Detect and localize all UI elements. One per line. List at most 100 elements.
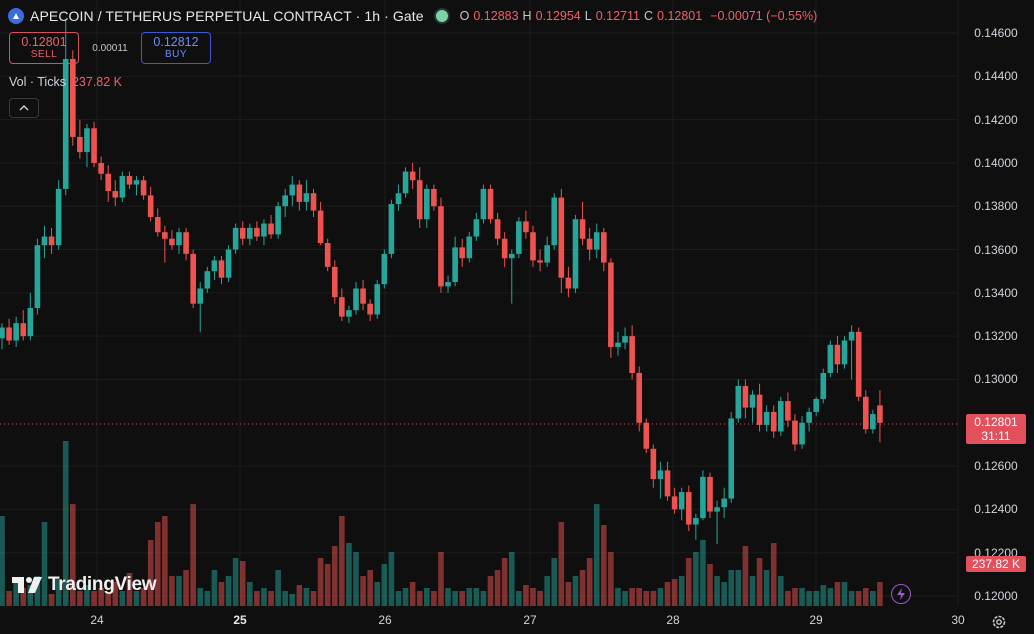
- candle-body: [487, 188, 494, 220]
- bolt-icon[interactable]: [891, 584, 911, 604]
- volume-bar: [707, 564, 713, 606]
- candle-body: [650, 448, 657, 480]
- volume-bar: [508, 552, 515, 606]
- candle-body: [572, 219, 579, 289]
- candle-body: [685, 492, 692, 525]
- volume-bar: [275, 570, 281, 606]
- volume-bar: [671, 579, 678, 606]
- candle-body: [353, 288, 359, 311]
- volume-bar: [34, 576, 41, 606]
- candle-body: [254, 227, 260, 237]
- candle-body: [459, 247, 465, 259]
- candle-body: [770, 411, 777, 432]
- volume-bar: [749, 576, 756, 606]
- candle-body: [664, 470, 671, 497]
- candle-body: [41, 236, 48, 246]
- volume-bar: [303, 588, 310, 606]
- price-axis-label: 0.14400: [974, 69, 1018, 84]
- candle-body: [147, 195, 154, 218]
- candle-body: [62, 58, 69, 189]
- volume-bar: [558, 522, 565, 606]
- candle-body: [608, 262, 614, 347]
- volume-bar: [841, 582, 848, 606]
- volume-bar: [693, 552, 699, 606]
- volume-bar: [169, 576, 175, 606]
- candle-body: [70, 58, 76, 137]
- spread-value: 0.00011: [92, 42, 128, 54]
- volume-bar: [140, 588, 147, 606]
- candle-body: [813, 398, 819, 412]
- candle-body: [678, 492, 685, 510]
- volume-bar: [735, 570, 742, 606]
- candle-body: [643, 422, 650, 449]
- candle-body: [91, 128, 97, 163]
- candle-body: [700, 476, 706, 519]
- tradingview-logo[interactable]: TradingView: [12, 574, 157, 596]
- candle-body: [756, 394, 763, 425]
- tradingview-logo-icon: [12, 577, 42, 593]
- symbol-title[interactable]: APECOIN / TETHERUS PERPETUAL CONTRACT · …: [30, 8, 424, 24]
- volume-bar: [204, 591, 211, 606]
- volume-bar: [756, 558, 763, 606]
- candle-body: [34, 245, 41, 309]
- candle-body: [409, 171, 416, 181]
- candle-body: [855, 331, 862, 397]
- volume-bar: [268, 591, 274, 606]
- candle-body: [0, 327, 5, 339]
- time-axis-label: 25: [233, 613, 247, 627]
- volume-bar: [763, 570, 770, 606]
- gear-icon[interactable]: [991, 614, 1007, 630]
- candles: [0, 20, 883, 545]
- chart-grid: [0, 0, 959, 606]
- volume-bar: [445, 588, 451, 606]
- candle-body: [48, 236, 55, 246]
- volume-bar: [162, 516, 168, 606]
- candle-body: [728, 418, 735, 499]
- candle-body: [239, 227, 246, 239]
- volume-bar: [608, 552, 614, 606]
- volume-bar: [650, 591, 657, 606]
- candle-body: [501, 238, 508, 259]
- volume-bar: [657, 588, 664, 606]
- candle-body: [615, 342, 621, 347]
- volume-bar: [728, 570, 735, 606]
- volume-bar: [714, 576, 720, 606]
- candle-body: [586, 238, 593, 250]
- volume-bar: [813, 591, 819, 606]
- candle-body: [346, 310, 352, 317]
- candle-body: [834, 344, 841, 365]
- candle-body: [445, 282, 451, 287]
- volume-bar: [820, 585, 827, 606]
- trade-buttons: 0.12801 SELL 0.00011 0.12812 BUY: [9, 32, 211, 64]
- candle-body: [629, 336, 635, 373]
- time-axis-label: 30: [951, 613, 965, 627]
- volume-bar: [742, 546, 749, 606]
- volume-bar: [62, 441, 69, 606]
- volume-bar: [225, 576, 232, 606]
- volume-bar: [424, 588, 430, 606]
- volume-bar: [48, 594, 55, 606]
- candle-body: [593, 232, 600, 250]
- volume-bar: [55, 579, 62, 606]
- volume-bar: [785, 591, 791, 606]
- volume-bar: [855, 591, 862, 606]
- volume-bar: [232, 558, 239, 606]
- candle-body: [310, 193, 317, 211]
- volume-bar: [0, 516, 5, 606]
- candle-body: [551, 197, 558, 246]
- collapse-legend-button[interactable]: [9, 98, 39, 118]
- volume-bar: [13, 582, 19, 606]
- sell-button[interactable]: 0.12801 SELL: [9, 32, 79, 64]
- volume-bar: [848, 591, 855, 606]
- symbol-icon[interactable]: [8, 8, 24, 24]
- live-dot-icon: [433, 8, 450, 24]
- time-axis-label: 29: [809, 613, 823, 627]
- buy-button[interactable]: 0.12812 BUY: [141, 32, 211, 64]
- candle-body: [820, 372, 827, 399]
- time-axis-label: 24: [90, 613, 104, 627]
- candle-body: [466, 236, 473, 259]
- candle-body: [601, 232, 607, 263]
- candle-body: [494, 219, 501, 239]
- candle-body: [862, 396, 869, 430]
